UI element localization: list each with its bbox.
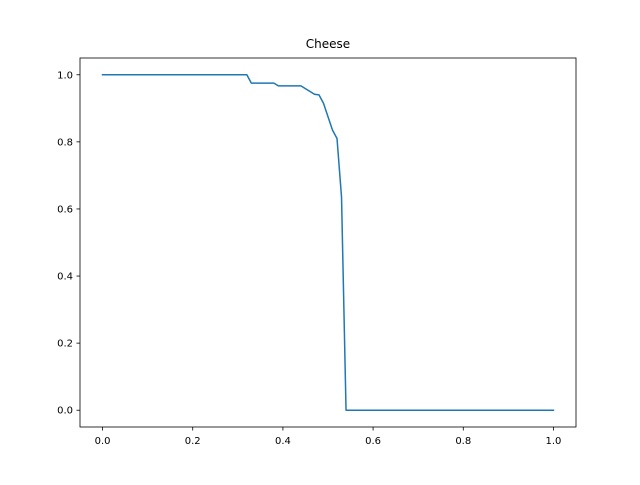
x-tick-label: 0.8 <box>455 436 471 447</box>
x-axis: 0.0 0.2 0.4 0.6 0.8 1.0 <box>95 427 562 447</box>
x-tick-label: 0.4 <box>275 436 291 447</box>
x-tick-label: 0.0 <box>95 436 111 447</box>
x-tick-label: 1.0 <box>546 436 562 447</box>
y-tick-label: 0.6 <box>57 204 73 215</box>
chart-title: Cheese <box>306 37 350 51</box>
x-tick-label: 0.2 <box>185 436 201 447</box>
y-tick-label: 0.4 <box>57 272 73 283</box>
plot-frame <box>79 57 577 428</box>
series-line <box>101 74 555 411</box>
x-tick-label: 0.6 <box>365 436 381 447</box>
y-tick-label: 1.0 <box>57 70 73 81</box>
y-tick-label: 0.0 <box>57 406 73 417</box>
y-tick-label: 0.8 <box>57 137 73 148</box>
y-tick-label: 0.2 <box>57 339 73 350</box>
y-axis: 0.0 0.2 0.4 0.6 0.8 1.0 <box>57 70 80 417</box>
series-layer <box>101 74 555 411</box>
